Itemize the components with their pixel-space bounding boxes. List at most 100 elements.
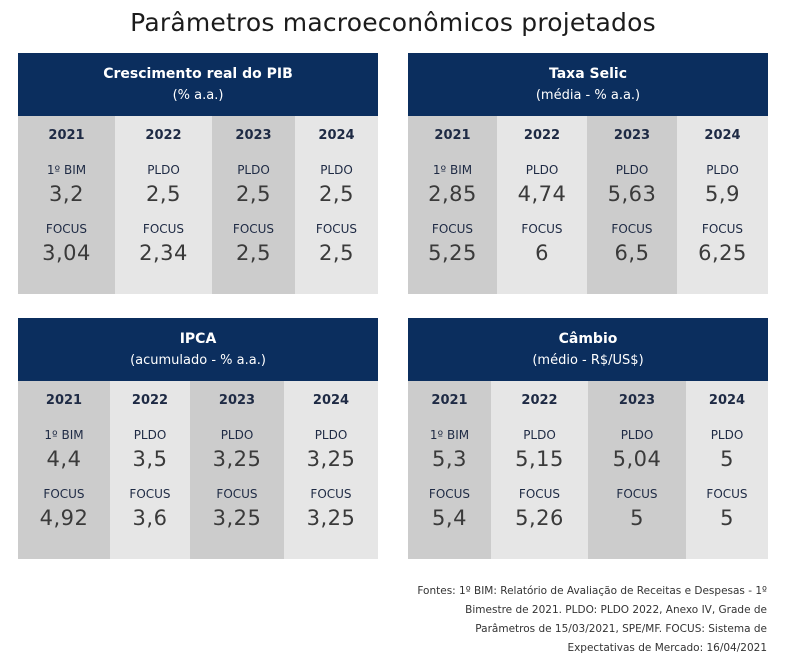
panel-pib: Crescimento real do PIB (% a.a.) 2021 1º… [18, 53, 378, 294]
panel-body: 2021 1º BIM 2,85 FOCUS 5,25 2022 PLDO 4,… [408, 116, 768, 294]
panel-subheading: (médio - R$/US$) [532, 353, 644, 368]
year-column: 2024 PLDO 5 FOCUS 5 [686, 381, 768, 559]
focus-label: FOCUS [310, 487, 352, 501]
projection-value: 2,85 [428, 182, 477, 206]
panel-body: 2021 1º BIM 5,3 FOCUS 5,4 2022 PLDO 5,15… [408, 381, 768, 559]
focus-value: 5,4 [432, 506, 467, 530]
focus-label: FOCUS [518, 487, 561, 501]
source-label: PLDO [133, 428, 167, 442]
focus-label: FOCUS [611, 222, 653, 236]
focus-value: 5,26 [515, 506, 564, 530]
source-label: 1º BIM [46, 163, 87, 177]
year-label: 2022 [145, 128, 182, 143]
panel-subheading: (% a.a.) [172, 88, 224, 103]
focus-label: FOCUS [616, 487, 658, 501]
sources-line: Expectativas de Mercado: 16/04/2021 [567, 642, 767, 654]
projection-value: 4,74 [517, 182, 567, 206]
sources-note: Fontes: 1º BIM: Relatório de Avaliação d… [347, 582, 767, 658]
year-label: 2021 [431, 393, 468, 408]
projection-value: 3,2 [49, 182, 84, 206]
panel-cambio: Câmbio (médio - R$/US$) 2021 1º BIM 5,3 … [408, 318, 768, 559]
focus-label: FOCUS [43, 487, 85, 501]
focus-value: 3,25 [306, 506, 356, 530]
focus-label: FOCUS [45, 222, 88, 236]
focus-value: 3,25 [212, 506, 262, 530]
year-label: 2021 [434, 128, 471, 143]
focus-label: FOCUS [232, 222, 275, 236]
projection-value: 2,5 [236, 182, 271, 206]
panel-subheading: (acumulado - % a.a.) [130, 353, 266, 368]
projection-value: 5,04 [612, 447, 662, 471]
page-title: Parâmetros macroeconômicos projetados [130, 8, 656, 37]
source-label: 1º BIM [429, 428, 470, 442]
source-label: 1º BIM [44, 428, 84, 442]
sources-line: Parâmetros de 15/03/2021, SPE/MF. FOCUS:… [475, 623, 767, 635]
focus-value: 5 [720, 506, 734, 530]
panel-subheading: (média - % a.a.) [535, 88, 641, 103]
projection-value: 2,5 [319, 182, 354, 206]
source-label: PLDO [314, 428, 348, 442]
projection-value: 5 [720, 447, 734, 471]
source-label: PLDO [706, 163, 739, 177]
focus-label: FOCUS [431, 222, 474, 236]
panel-heading: Crescimento real do PIB [103, 66, 293, 82]
year-column: 2021 1º BIM 4,4 FOCUS 4,92 [18, 381, 110, 559]
year-label: 2023 [235, 128, 272, 143]
projection-value: 3,5 [132, 447, 168, 471]
year-column: 2021 1º BIM 2,85 FOCUS 5,25 [408, 116, 497, 294]
panel-heading: Câmbio [558, 331, 618, 347]
panel-header: Taxa Selic (média - % a.a.) [408, 53, 768, 116]
focus-label: FOCUS [521, 222, 563, 236]
year-label: 2022 [131, 393, 169, 408]
year-column: 2023 PLDO 5,63 FOCUS 6,5 [587, 116, 677, 294]
projection-value: 5,15 [515, 447, 564, 471]
focus-value: 3,6 [132, 506, 168, 530]
focus-value: 2,34 [139, 241, 188, 265]
year-label: 2023 [618, 393, 656, 408]
year-column: 2022 PLDO 3,5 FOCUS 3,6 [110, 381, 190, 559]
panel-header: IPCA (acumulado - % a.a.) [18, 318, 378, 381]
focus-value: 4,92 [39, 506, 89, 530]
year-column: 2022 PLDO 5,15 FOCUS 5,26 [491, 381, 588, 559]
source-label: PLDO [525, 163, 559, 177]
source-label: PLDO [237, 163, 270, 177]
source-label: 1º BIM [432, 163, 473, 177]
sources-line: Fontes: 1º BIM: Relatório de Avaliação d… [417, 585, 767, 597]
focus-value: 2,5 [319, 241, 354, 265]
projection-value: 5,63 [607, 182, 657, 206]
source-label: PLDO [220, 428, 254, 442]
panel-ipca: IPCA (acumulado - % a.a.) 2021 1º BIM 4,… [18, 318, 378, 559]
panel-heading: Taxa Selic [548, 66, 628, 82]
focus-label: FOCUS [216, 487, 258, 501]
year-column: 2023 PLDO 5,04 FOCUS 5 [588, 381, 686, 559]
focus-value: 5 [630, 506, 644, 530]
projection-value: 5,9 [705, 182, 740, 206]
source-label: PLDO [320, 163, 353, 177]
focus-value: 6,5 [614, 241, 650, 265]
year-label: 2024 [704, 128, 741, 143]
panel-header: Crescimento real do PIB (% a.a.) [18, 53, 378, 116]
panel-header: Câmbio (médio - R$/US$) [408, 318, 768, 381]
source-label: PLDO [147, 163, 180, 177]
panel-selic: Taxa Selic (média - % a.a.) 2021 1º BIM … [408, 53, 768, 294]
year-label: 2023 [218, 393, 256, 408]
focus-value: 6,25 [698, 241, 747, 265]
year-label: 2023 [613, 128, 651, 143]
focus-label: FOCUS [315, 222, 358, 236]
year-column: 2023 PLDO 2,5 FOCUS 2,5 [212, 116, 295, 294]
focus-value: 6 [535, 241, 549, 265]
projection-value: 3,25 [212, 447, 262, 471]
year-label: 2024 [318, 128, 355, 143]
year-column: 2024 PLDO 2,5 FOCUS 2,5 [295, 116, 378, 294]
panel-body: 2021 1º BIM 4,4 FOCUS 4,92 2022 PLDO 3,5… [18, 381, 378, 559]
focus-label: FOCUS [701, 222, 744, 236]
year-column: 2024 PLDO 5,9 FOCUS 6,25 [677, 116, 768, 294]
focus-label: FOCUS [142, 222, 185, 236]
source-label: PLDO [620, 428, 654, 442]
year-column: 2022 PLDO 4,74 FOCUS 6 [497, 116, 587, 294]
projection-value: 5,3 [432, 447, 467, 471]
year-label: 2021 [45, 393, 83, 408]
source-label: PLDO [615, 163, 649, 177]
year-column: 2021 1º BIM 5,3 FOCUS 5,4 [408, 381, 491, 559]
projection-value: 3,25 [306, 447, 356, 471]
